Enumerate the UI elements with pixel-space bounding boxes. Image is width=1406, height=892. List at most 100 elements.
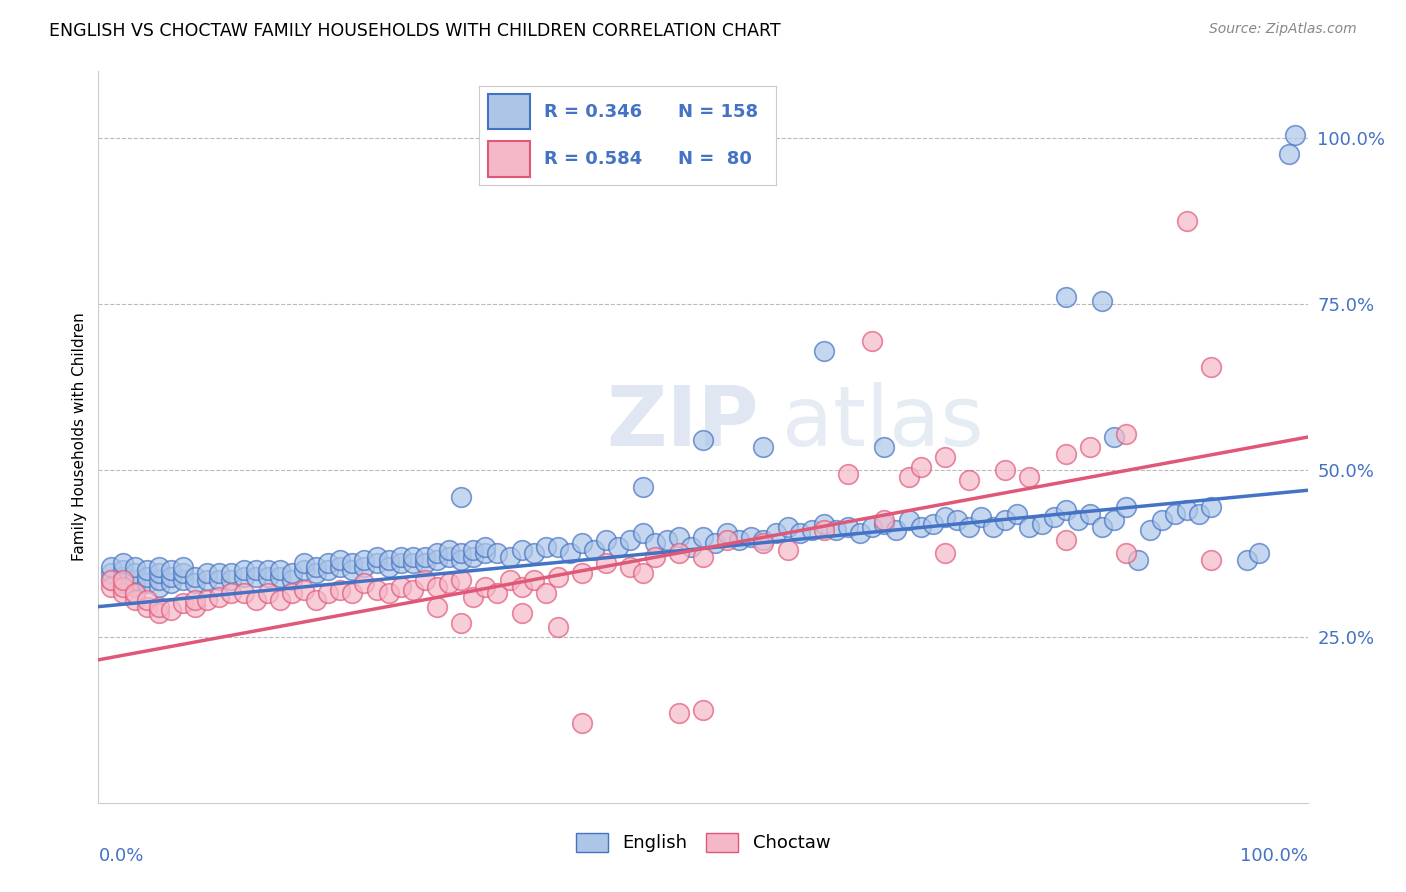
Point bbox=[1278, 147, 1301, 161]
Point bbox=[619, 559, 641, 574]
Point bbox=[389, 580, 412, 594]
Point bbox=[281, 573, 304, 587]
Point bbox=[1018, 520, 1040, 534]
Text: 0.0%: 0.0% bbox=[98, 847, 143, 864]
Point bbox=[463, 543, 485, 558]
Point bbox=[269, 570, 291, 584]
Point bbox=[547, 619, 569, 633]
Point bbox=[135, 576, 157, 591]
Point bbox=[1128, 553, 1150, 567]
Y-axis label: Family Households with Children: Family Households with Children bbox=[72, 313, 87, 561]
Point bbox=[292, 563, 315, 577]
Point bbox=[1091, 520, 1114, 534]
Point bbox=[1175, 214, 1198, 228]
Point bbox=[195, 593, 218, 607]
Point bbox=[450, 616, 472, 631]
Point bbox=[910, 460, 932, 475]
Point bbox=[789, 526, 811, 541]
Point bbox=[413, 573, 436, 587]
Point bbox=[644, 549, 666, 564]
Point bbox=[100, 573, 122, 587]
Point bbox=[232, 570, 254, 584]
Point bbox=[631, 526, 654, 541]
Point bbox=[1078, 507, 1101, 521]
Point bbox=[100, 580, 122, 594]
Point bbox=[981, 520, 1004, 534]
Point bbox=[160, 576, 183, 591]
Point bbox=[668, 546, 690, 560]
Point bbox=[837, 467, 859, 481]
Point bbox=[668, 530, 690, 544]
Point bbox=[160, 570, 183, 584]
Point bbox=[148, 580, 170, 594]
Point bbox=[1102, 513, 1125, 527]
Point bbox=[921, 516, 943, 531]
Point bbox=[402, 557, 425, 571]
Point bbox=[124, 593, 146, 607]
Point bbox=[776, 520, 799, 534]
Point bbox=[389, 557, 412, 571]
Point bbox=[426, 553, 449, 567]
Point bbox=[111, 586, 134, 600]
Point bbox=[353, 576, 375, 591]
Point bbox=[316, 586, 339, 600]
Point bbox=[523, 573, 546, 587]
Point bbox=[342, 557, 364, 571]
Point bbox=[498, 573, 520, 587]
Point bbox=[256, 563, 278, 577]
Point bbox=[957, 520, 980, 534]
Point bbox=[232, 563, 254, 577]
Point bbox=[595, 533, 617, 548]
Point bbox=[184, 576, 207, 591]
Point bbox=[426, 546, 449, 560]
Point bbox=[208, 573, 231, 587]
Point bbox=[897, 513, 920, 527]
Point bbox=[752, 536, 775, 550]
Point bbox=[1199, 500, 1222, 514]
Point bbox=[631, 480, 654, 494]
Text: ENGLISH VS CHOCTAW FAMILY HOUSEHOLDS WITH CHILDREN CORRELATION CHART: ENGLISH VS CHOCTAW FAMILY HOUSEHOLDS WIT… bbox=[49, 22, 780, 40]
Point bbox=[172, 573, 194, 587]
Point bbox=[1152, 513, 1174, 527]
Point bbox=[281, 566, 304, 581]
Point bbox=[463, 549, 485, 564]
Point bbox=[292, 582, 315, 597]
Point bbox=[994, 463, 1017, 477]
Point bbox=[195, 573, 218, 587]
Point bbox=[946, 513, 969, 527]
Point bbox=[208, 566, 231, 581]
Point bbox=[873, 516, 896, 531]
Point bbox=[631, 566, 654, 581]
Point bbox=[160, 603, 183, 617]
Point bbox=[523, 546, 546, 560]
Point bbox=[450, 573, 472, 587]
Point bbox=[292, 557, 315, 571]
Point bbox=[716, 526, 738, 541]
Point bbox=[329, 559, 352, 574]
Point bbox=[510, 607, 533, 621]
Point bbox=[704, 536, 727, 550]
Point bbox=[849, 526, 872, 541]
Point bbox=[1054, 447, 1077, 461]
Point bbox=[571, 536, 593, 550]
Point bbox=[583, 543, 606, 558]
Point bbox=[450, 490, 472, 504]
Point bbox=[1115, 500, 1137, 514]
Point bbox=[474, 540, 496, 554]
Text: atlas: atlas bbox=[782, 382, 983, 463]
Point bbox=[1102, 430, 1125, 444]
Point bbox=[413, 557, 436, 571]
Point bbox=[135, 563, 157, 577]
Point bbox=[692, 703, 714, 717]
Point bbox=[1054, 533, 1077, 548]
Point bbox=[111, 557, 134, 571]
Point bbox=[1115, 546, 1137, 560]
Point bbox=[1007, 507, 1029, 521]
Point bbox=[860, 334, 883, 348]
Point bbox=[813, 343, 835, 358]
Point bbox=[873, 440, 896, 454]
Point bbox=[135, 570, 157, 584]
Point bbox=[934, 509, 956, 524]
Point bbox=[595, 557, 617, 571]
Point bbox=[269, 563, 291, 577]
